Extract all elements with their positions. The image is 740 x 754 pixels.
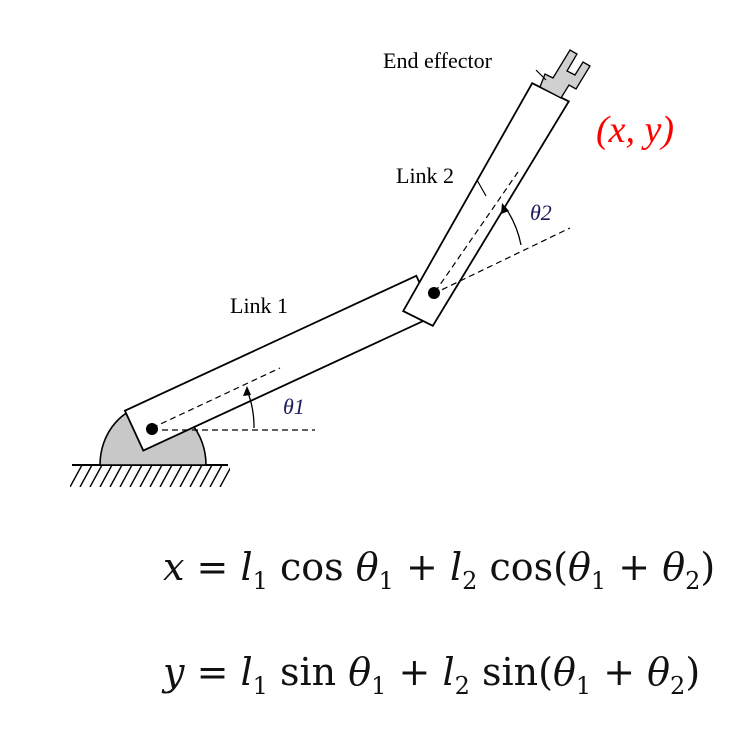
eq-y-l2-sub: 2 — [454, 672, 470, 700]
eq-y-l-sub: 1 — [252, 672, 268, 700]
eq-y-theta: θ — [348, 650, 372, 694]
eq-y-theta-sub: 1 — [371, 672, 387, 700]
theta2-arc — [504, 206, 522, 246]
eq-y-l2: l — [442, 650, 455, 694]
theta2-label: θ2 — [530, 200, 552, 225]
gripper-icon — [539, 49, 591, 99]
eq-y-plus: + — [398, 650, 431, 694]
eq-y-close: ) — [685, 650, 701, 694]
eq-x-lhs: x — [163, 545, 185, 589]
eq-y-equals: = — [196, 650, 229, 694]
eq-x-l-sub: 1 — [252, 567, 268, 595]
eq-x-plus2: + — [618, 545, 651, 589]
eq-y-sin2: sin( — [482, 650, 553, 694]
link-2-centerline — [434, 171, 519, 293]
link-1-label: Link 1 — [230, 293, 288, 318]
link-2-label: Link 2 — [396, 163, 454, 188]
eq-x-close: ) — [700, 545, 716, 589]
eq-x-theta: θ — [355, 545, 379, 589]
eq-x-theta-sub: 1 — [378, 567, 394, 595]
equation-x: x = l1 cos θ1 + l2 cos(θ1 + θ2) — [0, 545, 740, 615]
elbow-joint — [428, 287, 440, 299]
link-2-leader — [476, 179, 487, 197]
eq-x-l: l — [240, 545, 253, 589]
eq-y-plus2: + — [603, 650, 636, 694]
base-joint — [146, 423, 158, 435]
end-effector-leader — [535, 69, 547, 81]
eq-x-theta2-sub: 2 — [685, 567, 701, 595]
eq-x-theta2: θ — [662, 545, 686, 589]
theta1-arrowhead — [243, 386, 251, 396]
eq-x-cos2: cos( — [489, 545, 569, 589]
eq-x-equals: = — [196, 545, 229, 589]
equation-y: y = l1 sin θ1 + l2 sin(θ1 + θ2) — [0, 650, 740, 720]
eq-x-l2-sub: 2 — [462, 567, 478, 595]
theta2-reference-line — [432, 227, 571, 295]
ground-hatching — [70, 465, 230, 487]
end-effector-label: End effector — [383, 48, 493, 73]
eq-x-theta1: θ — [568, 545, 591, 589]
two-link-arm-diagram: End effector Link 2 Link 1 θ1 θ2 (x, y) — [70, 48, 674, 487]
eq-y-theta2-sub: 2 — [670, 672, 686, 700]
theta1-label: θ1 — [283, 394, 305, 419]
eq-x-plus: + — [406, 545, 438, 589]
eq-y-theta2: θ — [647, 650, 671, 694]
eq-y-lhs: y — [163, 650, 185, 694]
eq-y-theta1-sub: 1 — [575, 672, 592, 700]
eq-x-l2: l — [449, 545, 463, 589]
link-1-centerline — [151, 367, 281, 429]
xy-label: (x, y) — [596, 109, 674, 151]
eq-y-theta1: θ — [552, 650, 576, 694]
eq-y-l: l — [240, 650, 253, 694]
eq-x-cos: cos — [280, 545, 344, 589]
eq-y-sin: sin — [280, 650, 337, 694]
theta2-arrowhead — [501, 203, 509, 214]
eq-x-theta1-sub: 1 — [590, 567, 607, 595]
